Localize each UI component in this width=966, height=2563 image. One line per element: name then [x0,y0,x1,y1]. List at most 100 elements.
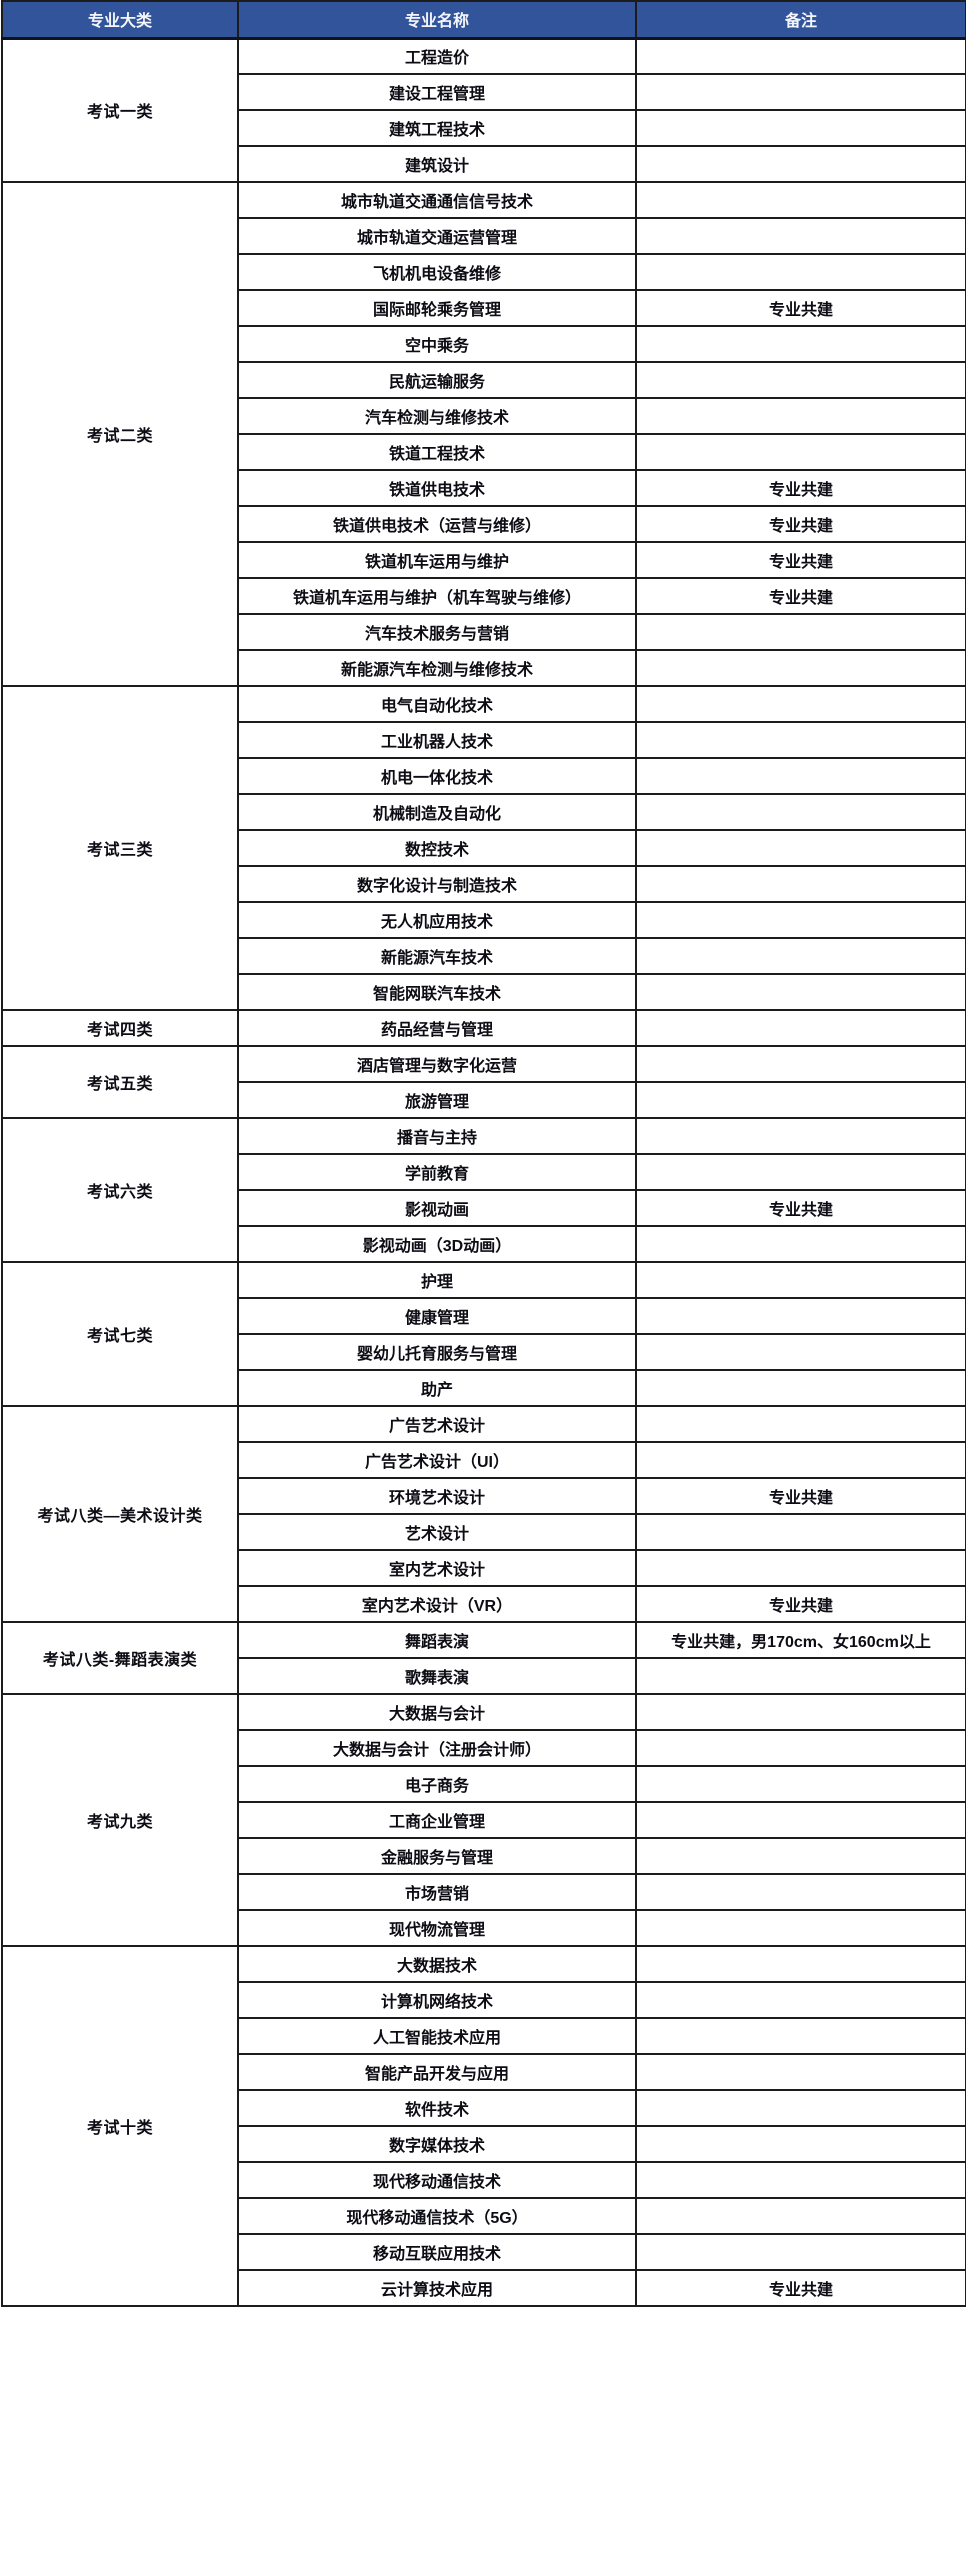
table-row: 健康管理 [2,1297,966,1335]
table-row: 铁道机车运用与维护 专业共建 [2,541,966,579]
table-row: 考试四类 药品经营与管理 [1,1009,966,1047]
table-row: 歌舞表演 [2,1657,966,1695]
major-name-cell: 铁道机车运用与维护 [237,541,637,579]
note-cell [635,145,966,183]
note-cell [635,2161,966,2199]
note-cell [635,1657,966,1695]
note-cell [635,1369,966,1407]
note-cell [635,1801,966,1839]
major-name-cell: 电子商务 [237,1765,637,1803]
table-row: 影视动画 专业共建 [2,1189,966,1227]
note-cell: 专业共建 [635,505,966,543]
major-name-cell: 云计算技术应用 [237,2269,637,2307]
major-name-cell: 民航运输服务 [237,361,637,399]
major-name-cell: 环境艺术设计 [237,1477,637,1515]
note-cell: 专业共建 [635,2269,966,2307]
table-row: 机械制造及自动化 [2,793,966,831]
table-row: 智能产品开发与应用 [2,2053,966,2091]
note-cell: 专业共建 [635,469,966,507]
table-row: 软件技术 [2,2089,966,2127]
table-row: 婴幼儿托育服务与管理 [2,1333,966,1371]
table-row: 现代移动通信技术 [2,2161,966,2199]
table-row: 金融服务与管理 [2,1837,966,1875]
note-cell [635,1441,966,1479]
note-cell [635,1117,966,1155]
column-header-note: 备注 [635,0,966,40]
note-cell [635,2089,966,2127]
table-row: 飞机机电设备维修 [2,253,966,291]
major-name-cell: 助产 [237,1369,637,1407]
note-cell [635,1513,966,1551]
major-name-cell: 汽车技术服务与营销 [237,613,637,651]
note-cell [635,649,966,687]
major-name-cell: 药品经营与管理 [237,1009,637,1047]
category-cell: 考试五类 [1,1045,239,1119]
note-cell [635,685,966,723]
category-cell: 考试四类 [1,1009,239,1047]
table-row: 铁道机车运用与维护（机车驾驶与维修） 专业共建 [2,577,966,615]
table-row: 人工智能技术应用 [2,2017,966,2055]
major-name-cell: 智能产品开发与应用 [237,2053,637,2091]
note-cell [635,1405,966,1443]
table-row: 助产 [2,1369,966,1407]
note-cell [635,325,966,363]
note-cell [635,721,966,759]
major-name-cell: 室内艺术设计（VR） [237,1585,637,1623]
table-body: 考试一类 工程造价 建设工程管理 建筑工程技术 建筑设计 考试二类 城市轨道交通通信信号技术… [1,37,966,2307]
table-row: 云计算技术应用 专业共建 [2,2269,966,2307]
major-name-cell: 智能网联汽车技术 [237,973,637,1011]
major-name-cell: 播音与主持 [237,1117,637,1155]
major-name-cell: 空中乘务 [237,325,637,363]
note-cell [635,1045,966,1083]
note-cell [635,2053,966,2091]
category-cell: 考试一类 [1,37,239,183]
table-row: 汽车检测与维修技术 [2,397,966,435]
note-cell [635,2197,966,2235]
major-name-cell: 大数据与会计 [237,1693,637,1731]
table-row: 建设工程管理 [2,73,966,111]
column-header-category: 专业大类 [1,0,239,40]
table-row: 汽车技术服务与营销 [2,613,966,651]
major-name-cell: 人工智能技术应用 [237,2017,637,2055]
major-name-cell: 工商企业管理 [237,1801,637,1839]
table-row: 大数据与会计（注册会计师） [2,1729,966,1767]
table-row: 考试三类 电气自动化技术 [1,685,966,1011]
note-cell: 专业共建 [635,541,966,579]
major-name-cell: 铁道供电技术 [237,469,637,507]
major-name-cell: 铁道供电技术（运营与维修） [237,505,637,543]
note-cell [635,2125,966,2163]
note-cell [635,1009,966,1047]
major-name-cell: 建设工程管理 [237,73,637,111]
note-cell: 专业共建 [635,1477,966,1515]
note-cell [635,1837,966,1875]
major-name-cell: 大数据技术 [237,1945,637,1983]
major-name-cell: 数字媒体技术 [237,2125,637,2163]
major-name-cell: 健康管理 [237,1297,637,1335]
major-name-cell: 婴幼儿托育服务与管理 [237,1333,637,1371]
major-name-cell: 汽车检测与维修技术 [237,397,637,435]
note-cell [635,433,966,471]
table-row: 影视动画（3D动画） [2,1225,966,1263]
table-row: 旅游管理 [2,1081,966,1119]
note-cell [635,1261,966,1299]
category-cell: 考试六类 [1,1117,239,1263]
note-cell [635,613,966,651]
note-cell [635,973,966,1011]
table-row: 考试一类 工程造价 [1,37,966,183]
major-name-cell: 计算机网络技术 [237,1981,637,2019]
table-row: 新能源汽车技术 [2,937,966,975]
table-row: 机电一体化技术 [2,757,966,795]
major-name-cell: 艺术设计 [237,1513,637,1551]
note-cell [635,1225,966,1263]
table-header-row: 专业大类 专业名称 备注 [1,0,966,40]
major-name-cell: 机电一体化技术 [237,757,637,795]
major-name-cell: 机械制造及自动化 [237,793,637,831]
table-row: 移动互联应用技术 [2,2233,966,2271]
major-name-cell: 现代移动通信技术（5G） [237,2197,637,2235]
table-row: 工业机器人技术 [2,721,966,759]
major-name-cell: 酒店管理与数字化运营 [237,1045,637,1083]
column-header-major-name: 专业名称 [237,0,637,40]
note-cell [635,37,966,75]
note-cell [635,1945,966,1983]
note-cell [635,2233,966,2271]
